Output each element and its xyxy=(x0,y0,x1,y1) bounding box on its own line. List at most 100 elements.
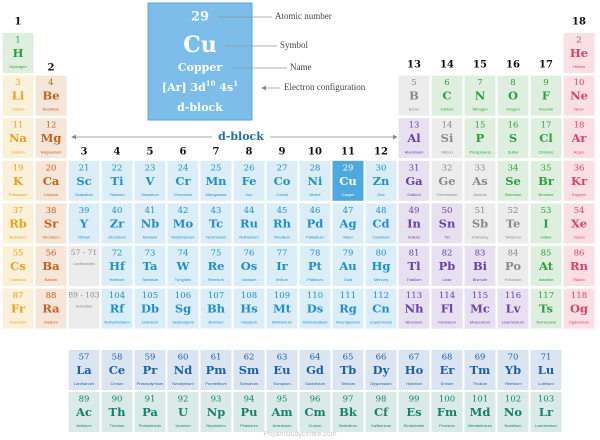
element-bg xyxy=(332,288,364,329)
atomic-number: 58 xyxy=(112,353,123,363)
element-bg xyxy=(266,203,298,244)
atomic-number: 36 xyxy=(574,163,585,173)
element-name: Bismuth xyxy=(473,277,487,282)
element-bg xyxy=(332,246,364,286)
group-label: 5 xyxy=(147,147,154,158)
symbol: Tl xyxy=(408,259,422,273)
element: 53I Iodine xyxy=(530,203,562,244)
element-name: Cerium xyxy=(111,381,125,386)
element-name: Vanadium xyxy=(141,192,159,197)
element-name: Copper xyxy=(341,192,355,197)
element-bg xyxy=(266,392,298,432)
element: 74W Tungsten xyxy=(167,246,199,286)
atomic-number: 76 xyxy=(244,249,255,259)
element-name: Neodymium xyxy=(172,381,194,386)
element-name: Tin xyxy=(444,234,449,239)
symbol: In xyxy=(407,216,421,230)
atomic-number: 64 xyxy=(310,353,321,363)
symbol: Er xyxy=(440,363,456,377)
element-bg xyxy=(530,350,562,390)
symbol: Md xyxy=(470,405,491,419)
group-label: 16 xyxy=(506,60,520,71)
symbol: B xyxy=(409,89,419,103)
element-name: Niobium xyxy=(143,234,158,239)
symbol: Lu xyxy=(538,363,554,377)
symbol: Zn xyxy=(373,174,390,188)
element-name: Holmium xyxy=(406,381,422,386)
atomic-number: 97 xyxy=(343,395,354,405)
element: 8O Oxygen xyxy=(497,75,529,116)
element-bg xyxy=(563,246,595,286)
element-name: Platinum xyxy=(307,277,323,282)
element-bg xyxy=(2,288,34,329)
element-bg xyxy=(233,246,265,286)
atomic-number: 67 xyxy=(409,353,420,363)
atomic-number: 14 xyxy=(442,121,453,131)
symbol: Cs xyxy=(10,259,26,273)
symbol: Ta xyxy=(143,259,158,273)
atomic-number: 99 xyxy=(409,395,420,405)
atomic-number: 45 xyxy=(277,206,288,216)
element-name: Calcium xyxy=(44,192,59,197)
element-name: Silicon xyxy=(441,149,453,154)
atomic-number: 31 xyxy=(409,163,420,173)
element-bg xyxy=(101,160,133,201)
symbol: Ts xyxy=(539,302,553,316)
atomic-number: 95 xyxy=(277,395,288,405)
element-name: Radon xyxy=(573,277,585,282)
element-bg xyxy=(2,160,34,201)
element-name: Rutherfordium xyxy=(104,320,130,325)
element-name: Nihonium xyxy=(406,320,424,325)
symbol: Ge xyxy=(438,174,455,188)
atomic-number: 70 xyxy=(508,353,519,363)
symbol: Sr xyxy=(44,216,59,230)
symbol: Na xyxy=(9,131,28,145)
element-bg xyxy=(68,392,100,432)
symbol: Tc xyxy=(209,216,223,230)
atomic-number: 10 xyxy=(574,78,585,88)
atomic-number: 82 xyxy=(442,249,453,259)
element-name: Cobalt xyxy=(276,192,288,197)
symbol: Og xyxy=(570,302,588,316)
element-bg xyxy=(233,288,265,329)
symbol: At xyxy=(538,259,554,273)
symbol: Rh xyxy=(273,216,292,230)
element-bg xyxy=(167,160,199,201)
element-bg xyxy=(398,392,430,432)
annotation: Symbol xyxy=(280,40,309,50)
atomic-number: 5 xyxy=(411,78,416,88)
element-name: Promethium xyxy=(205,381,227,386)
element-bg xyxy=(332,392,364,432)
symbol: Dy xyxy=(373,363,390,377)
element-bg xyxy=(365,350,397,390)
element-name: Zirconium xyxy=(108,234,126,239)
element-name: Roentgenium xyxy=(336,320,360,325)
symbol: Cf xyxy=(374,405,389,419)
element: 9F Fluorine xyxy=(530,75,562,116)
element-name: Hassium xyxy=(241,320,257,325)
atomic-number: 81 xyxy=(409,249,420,259)
element-name: Gallium xyxy=(407,192,421,197)
annotation: Atomic number xyxy=(275,11,332,21)
element-name: Chlorine xyxy=(539,149,555,154)
